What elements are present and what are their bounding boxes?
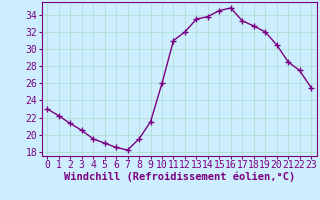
X-axis label: Windchill (Refroidissement éolien,°C): Windchill (Refroidissement éolien,°C) xyxy=(64,172,295,182)
